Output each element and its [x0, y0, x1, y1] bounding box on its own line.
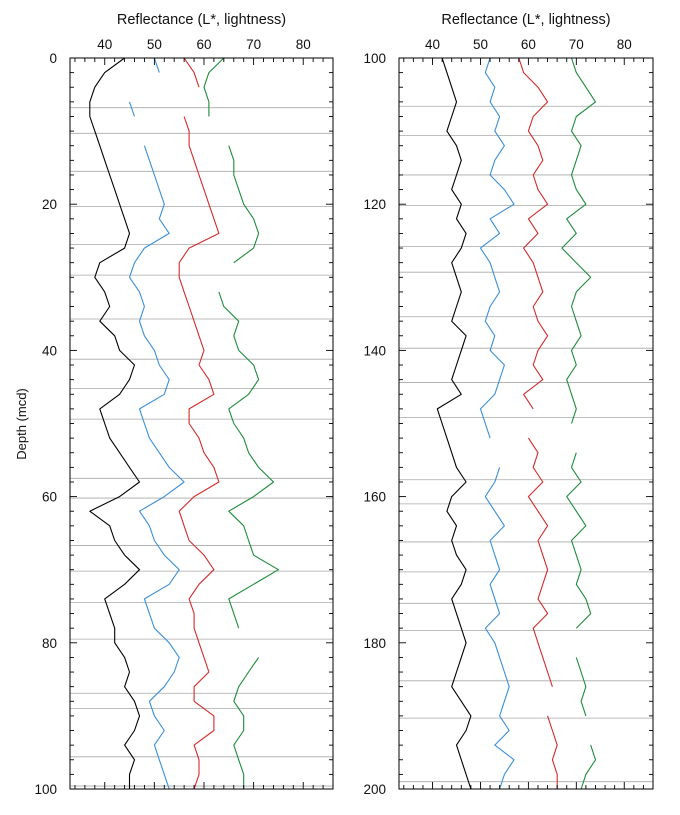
y-tick-label: 140: [363, 343, 386, 358]
panel-1: 40 50 60 70 80 Reflectance (L*, lightness) 0 20…: [34, 12, 334, 797]
y-tick-label: 180: [363, 636, 386, 651]
series-line-2: [479, 57, 515, 439]
series-line-2: [153, 57, 160, 73]
x-tick-label: 50: [473, 37, 488, 52]
series-line-3: [518, 57, 549, 410]
y-tick-label: 100: [363, 51, 386, 66]
y-tick-label: 80: [42, 636, 57, 651]
series-line-3: [547, 715, 558, 789]
x-tick-label: 70: [246, 37, 261, 52]
y-tick-label: 20: [42, 197, 57, 212]
series-line-4: [566, 452, 592, 629]
y-tick-label: 160: [363, 490, 386, 505]
series-line-2: [128, 145, 185, 790]
series-line-4: [575, 657, 587, 717]
x-tick-label: 60: [196, 37, 211, 52]
x-tick-label: 80: [617, 37, 632, 52]
series-line-1: [89, 57, 141, 789]
y-tick-label: 120: [363, 197, 386, 212]
y-tick-label: 40: [42, 343, 57, 358]
series-line-2: [484, 467, 515, 790]
y-axis-title: Depth (mcd): [14, 388, 29, 460]
series-line-4: [561, 57, 597, 424]
y-tick-label: 100: [34, 782, 57, 797]
series-line-4: [233, 657, 260, 789]
x-axis-title: Reflectance (L*, lightness): [441, 12, 610, 28]
series-line-3: [178, 116, 220, 790]
x-tick-label: 80: [296, 37, 311, 52]
x-tick-label: 40: [425, 37, 440, 52]
y-tick-label: 0: [49, 51, 57, 66]
x-tick-label: 70: [569, 37, 584, 52]
series-line-4: [218, 291, 279, 629]
x-tick-label: 60: [521, 37, 536, 52]
series-line-4: [203, 57, 225, 117]
series-line-4: [228, 145, 260, 264]
x-axis-title: Reflectance (L*, lightness): [117, 12, 286, 28]
series-line-2: [128, 101, 136, 117]
x-tick-label: 50: [147, 37, 162, 52]
x-tick-label: 40: [97, 37, 112, 52]
y-tick-label: 200: [363, 782, 386, 797]
series-line-3: [527, 437, 553, 687]
series-line-1: [436, 57, 472, 790]
series-line-3: [183, 57, 200, 88]
panel-2: 40 50 60 70 80 Reflectance (L*, lightness) 100…: [363, 12, 654, 797]
y-tick-label: 60: [42, 490, 57, 505]
plot-frame: [398, 57, 654, 790]
series-line-4: [580, 744, 597, 790]
